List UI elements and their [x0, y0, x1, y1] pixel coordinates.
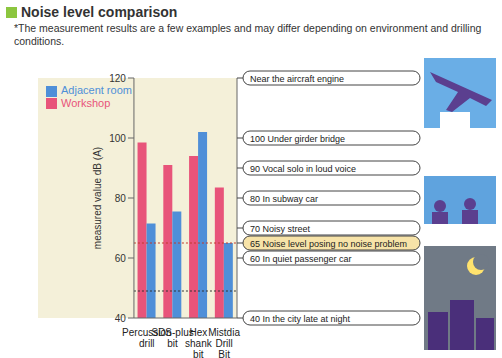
- html-text:Workshop: Workshop: [61, 96, 111, 109]
- svg-text:100 Under girder bridge: 100 Under girder bridge: [250, 134, 345, 144]
- svg-text:60 In quiet passenger car: 60 In quiet passenger car: [250, 254, 352, 264]
- html-text:*The measurement results are a: *The measurement results are a few examp…: [14, 22, 482, 47]
- html-text:Hex: Hex: [189, 327, 208, 338]
- html-text:Noise level comparison: Noise level comparison: [21, 4, 178, 20]
- svg-text:90 Vocal solo in loud voice: 90 Vocal solo in loud voice: [250, 164, 356, 174]
- html-text:bit: bit: [167, 338, 178, 349]
- svg-text:80 In subway car: 80 In subway car: [250, 194, 318, 204]
- svg-text:measured value dB (A): measured value dB (A): [92, 147, 103, 249]
- html-text:SDS-plus: SDS-plus: [151, 327, 194, 338]
- svg-text:100: 100: [109, 133, 126, 144]
- svg-text:70 Noisy street: 70 Noisy street: [250, 224, 311, 234]
- svg-text:60: 60: [115, 253, 127, 264]
- html-text:Adjacent room: Adjacent room: [61, 84, 132, 96]
- svg-text:Near the aircraft engine: Near the aircraft engine: [250, 74, 344, 84]
- svg-text:120: 120: [109, 73, 126, 84]
- svg-text:MistdiaDrillBit: MistdiaDrillBit: [208, 327, 240, 358]
- svg-text:40 In the city late at night: 40 In the city late at night: [250, 314, 351, 324]
- html-text:Percussion: Percussion: [122, 327, 172, 338]
- svg-text:40: 40: [115, 313, 127, 324]
- html-text:drill: drill: [139, 338, 155, 349]
- svg-text:80: 80: [115, 193, 127, 204]
- svg-text:65 Noise level posing no noise: 65 Noise level posing no noise problem: [250, 239, 407, 249]
